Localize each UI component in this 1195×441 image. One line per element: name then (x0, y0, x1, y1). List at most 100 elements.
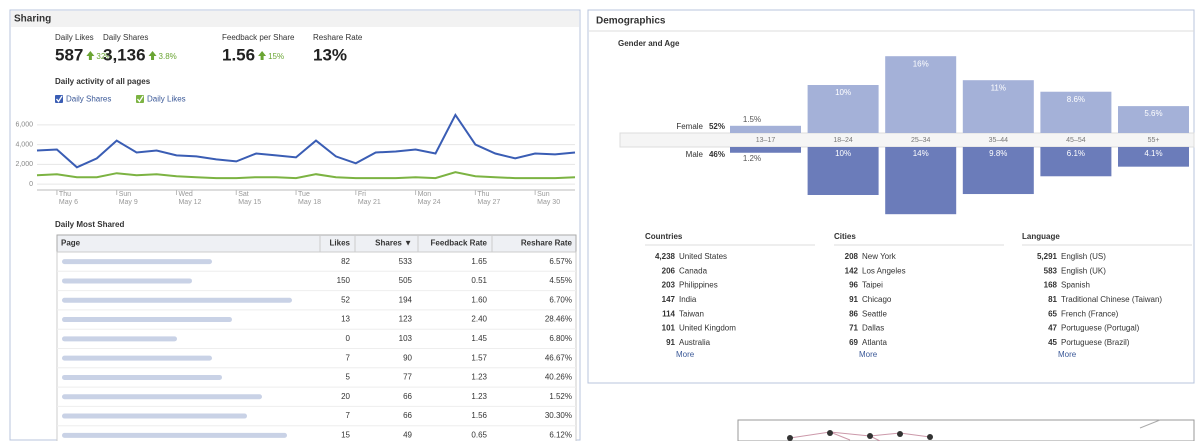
kpi-change: 3.8% (159, 52, 177, 61)
table-cell: 2.40 (471, 315, 487, 324)
x-tick-label: Fri May 21 (358, 191, 381, 206)
age-band (619, 132, 1195, 148)
table-cell: 4.55% (549, 276, 572, 285)
list-name: French (France) (1061, 309, 1119, 318)
list-name: Chicago (862, 295, 892, 304)
list-name: English (UK) (1061, 266, 1106, 275)
kpi-label: Daily Shares (103, 33, 148, 42)
column-header: Likes (330, 239, 351, 248)
blurred-page-name (62, 413, 247, 419)
table-cell: 49 (403, 430, 412, 439)
value-label: 10% (835, 149, 851, 158)
list-count: 5,291 (1037, 252, 1058, 261)
list-title: Cities (834, 232, 856, 241)
age-label: 35–44 (989, 137, 1009, 144)
table-title: Daily Most Shared (55, 220, 124, 229)
kpi-value: 13% (313, 45, 347, 64)
age-label: 25–34 (911, 137, 931, 144)
table-cell: 505 (399, 276, 413, 285)
y-tick-label: 2,000 (15, 161, 33, 168)
table-cell: 1.52% (549, 392, 572, 401)
list-title: Countries (645, 232, 683, 241)
y-tick-label: 6,000 (15, 122, 33, 129)
x-tick-label: Sun May 9 (119, 191, 138, 206)
up-arrow (148, 51, 157, 60)
line-series (36, 171, 576, 180)
list-count: 71 (849, 324, 858, 333)
list-name: English (US) (1061, 252, 1106, 261)
list-name: New York (862, 252, 897, 261)
list-name: Los Angeles (862, 266, 906, 275)
list-count: 91 (666, 338, 675, 347)
more-link[interactable]: More (859, 350, 878, 359)
table-cell: 46.67% (545, 353, 572, 362)
table-cell: 20 (341, 392, 350, 401)
value-label: 5.6% (1144, 109, 1162, 118)
table-cell: 1.56 (471, 411, 487, 420)
list-count: 45 (1048, 338, 1057, 347)
age-label: 18–24 (833, 137, 853, 144)
table-header (56, 234, 577, 253)
value-label: 8.6% (1067, 95, 1085, 104)
bar (730, 147, 801, 153)
demographics-title: Demographics (596, 16, 666, 27)
up-arrow (258, 51, 267, 60)
more-link[interactable]: More (1058, 350, 1077, 359)
list-name: India (679, 295, 697, 304)
table-cell: 1.60 (471, 295, 487, 304)
kpi-value: 3,136 (103, 45, 146, 64)
list-count: 147 (662, 295, 676, 304)
table-cell: 103 (399, 334, 413, 343)
kpi-label: Daily Likes (55, 33, 94, 42)
network-image (737, 419, 1195, 441)
value-label: 11% (991, 83, 1006, 92)
table-cell: 1.23 (471, 373, 487, 382)
list-count: 96 (849, 281, 858, 290)
gender-label: Male (686, 150, 704, 159)
table-cell: 13 (341, 315, 350, 324)
more-link[interactable]: More (676, 350, 695, 359)
column-header: Feedback Rate (431, 239, 488, 248)
sharing-header (11, 11, 579, 27)
list-name: Canada (679, 266, 708, 275)
table-cell: 52 (341, 295, 350, 304)
table-cell: 1.23 (471, 392, 487, 401)
list-name: United States (679, 252, 727, 261)
list-count: 101 (662, 324, 676, 333)
value-label: 4.1% (1144, 149, 1162, 158)
age-label: 45–54 (1066, 137, 1086, 144)
list-count: 65 (1048, 309, 1057, 318)
x-tick-label: Thu May 6 (59, 191, 78, 206)
table-cell: 90 (403, 353, 412, 362)
sharing-title: Sharing (14, 14, 51, 25)
table-cell: 77 (403, 373, 412, 382)
table-cell: 123 (399, 315, 413, 324)
list-count: 69 (849, 338, 858, 347)
table-cell: 40.26% (545, 373, 572, 382)
table-cell: 1.45 (471, 334, 487, 343)
list-name: Dallas (862, 324, 884, 333)
kpi-value: 1.56 (222, 45, 255, 64)
list-count: 203 (662, 281, 676, 290)
check (136, 95, 144, 103)
kpi-label: Reshare Rate (313, 33, 363, 42)
table-body (56, 251, 577, 441)
column-header: Shares ▼ (375, 239, 412, 248)
list-name: Traditional Chinese (Taiwan) (1061, 295, 1162, 304)
blurred-page-name (62, 374, 222, 380)
gender-share: 52% (709, 122, 725, 131)
kpi-change: 15% (268, 52, 284, 61)
x-tick-label: Tue May 18 (298, 191, 321, 206)
table-cell: 150 (337, 276, 351, 285)
value-label: 9.8% (989, 149, 1007, 158)
table-cell: 82 (341, 257, 350, 266)
list-name: Portuguese (Portugal) (1061, 324, 1140, 333)
table-cell: 6.12% (549, 430, 572, 439)
bar (1118, 106, 1189, 133)
y-tick-label: 4,000 (15, 141, 33, 148)
column-header: Reshare Rate (521, 239, 573, 248)
gender-label: Female (676, 122, 703, 131)
table-cell: 1.65 (471, 257, 487, 266)
bar (1040, 91, 1112, 133)
bar (962, 80, 1034, 133)
